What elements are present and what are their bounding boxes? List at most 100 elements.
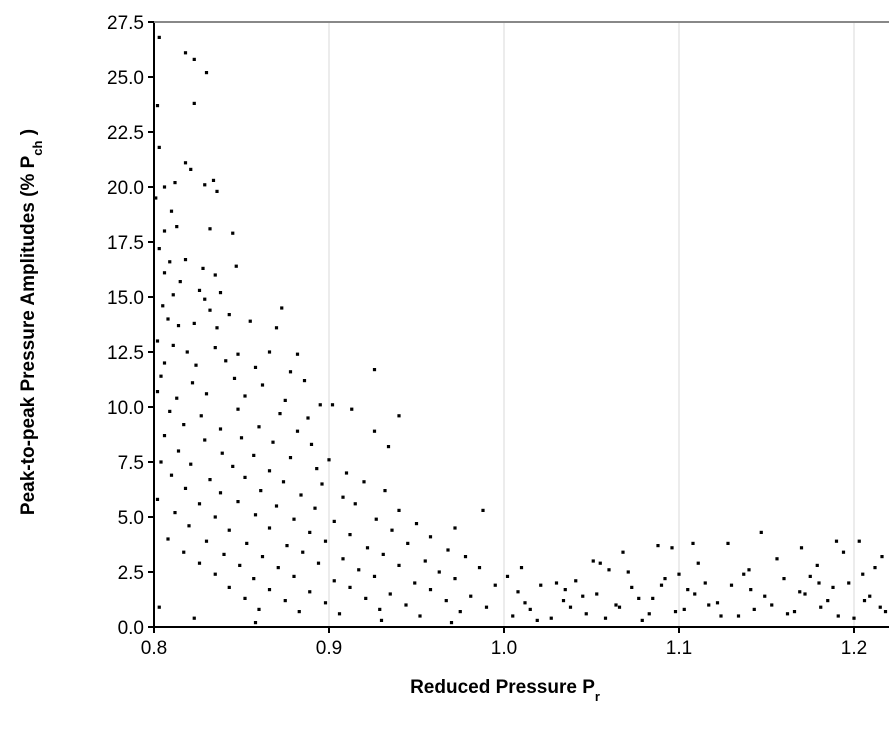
data-point <box>561 599 566 603</box>
data-point <box>444 599 448 603</box>
data-point <box>782 577 786 581</box>
data-point <box>175 396 179 400</box>
data-point <box>215 189 219 193</box>
data-point <box>458 610 462 614</box>
data-point <box>157 605 161 609</box>
data-point <box>182 423 186 427</box>
data-point <box>208 478 212 482</box>
data-point <box>189 167 193 171</box>
data-point <box>178 280 182 284</box>
data-point <box>288 456 293 460</box>
data-point <box>453 526 457 530</box>
data-point <box>306 416 310 420</box>
data-point <box>315 467 319 471</box>
data-point <box>836 614 840 618</box>
data-point <box>696 561 700 565</box>
data-point <box>523 601 527 605</box>
data-point <box>197 561 202 565</box>
data-point <box>374 517 378 521</box>
data-point <box>201 266 205 270</box>
data-point <box>630 585 634 589</box>
data-point <box>626 570 630 574</box>
data-point <box>155 104 160 108</box>
y-tick-label: 15.0 <box>107 288 144 309</box>
data-point <box>318 403 322 407</box>
data-point <box>218 291 223 295</box>
data-point <box>274 326 279 330</box>
data-point <box>220 451 224 455</box>
data-point <box>236 500 240 504</box>
data-point <box>308 590 312 594</box>
y-tick-label: 27.5 <box>107 13 144 34</box>
data-point <box>169 209 174 213</box>
data-point <box>817 581 821 585</box>
data-point <box>252 577 256 581</box>
data-point <box>203 297 207 301</box>
tick-marks <box>148 21 855 633</box>
data-point <box>549 616 553 620</box>
data-point <box>414 522 419 526</box>
data-point <box>155 339 160 343</box>
data-point <box>253 621 258 625</box>
y-tick-label: 22.5 <box>107 123 144 144</box>
data-point <box>819 605 823 609</box>
data-point <box>204 392 209 396</box>
data-point <box>449 621 454 625</box>
data-point <box>388 592 392 596</box>
data-point <box>192 101 196 105</box>
data-points <box>154 35 888 625</box>
data-point <box>276 566 280 570</box>
data-point <box>528 607 532 611</box>
x-axis-title: Reduced Pressure Pr <box>410 677 600 704</box>
y-tick-label: 10.0 <box>107 398 144 419</box>
y-tick-label: 20.0 <box>107 178 144 199</box>
y-tick-label: 12.5 <box>107 343 144 364</box>
data-point <box>271 440 275 444</box>
data-point <box>213 515 217 519</box>
x-tick-label: 0.8 <box>141 638 167 659</box>
data-point <box>759 530 763 534</box>
data-point <box>397 508 401 512</box>
data-point <box>595 592 599 596</box>
data-point <box>364 596 368 600</box>
data-point <box>715 601 720 605</box>
data-point <box>663 577 667 581</box>
data-point <box>742 572 746 576</box>
x-tick-label: 0.9 <box>316 638 342 659</box>
tick-labels: 0.8 0.9 1.0 1.1 1.2 0.0 2.5 5.0 7.5 10.0 12.5 15.0 1… <box>107 13 867 659</box>
data-point <box>320 482 324 486</box>
data-point <box>197 288 202 292</box>
data-point <box>505 574 510 578</box>
data-point <box>155 497 160 501</box>
data-point <box>770 603 774 607</box>
data-point <box>295 352 300 356</box>
data-point <box>157 145 161 149</box>
data-point <box>736 614 741 618</box>
data-point <box>302 379 307 383</box>
y-tick-label: 25.0 <box>107 68 144 89</box>
data-point <box>348 533 352 537</box>
data-point <box>159 374 163 378</box>
data-point <box>651 596 655 600</box>
data-point <box>238 563 242 567</box>
data-point <box>257 425 261 429</box>
data-point <box>656 544 660 548</box>
data-point <box>803 592 807 596</box>
data-point <box>183 486 188 490</box>
data-point <box>280 306 284 310</box>
data-point <box>327 458 331 462</box>
data-point <box>362 480 366 484</box>
data-point <box>168 260 172 264</box>
data-point <box>691 541 695 545</box>
data-point <box>192 321 196 325</box>
data-point <box>603 616 608 620</box>
data-point <box>171 293 175 297</box>
data-point <box>278 412 282 416</box>
data-point <box>378 607 382 611</box>
data-point <box>227 528 231 532</box>
data-point <box>154 196 158 200</box>
data-point <box>749 588 753 592</box>
data-point <box>236 407 240 411</box>
data-point <box>598 561 602 565</box>
data-point <box>574 579 578 583</box>
